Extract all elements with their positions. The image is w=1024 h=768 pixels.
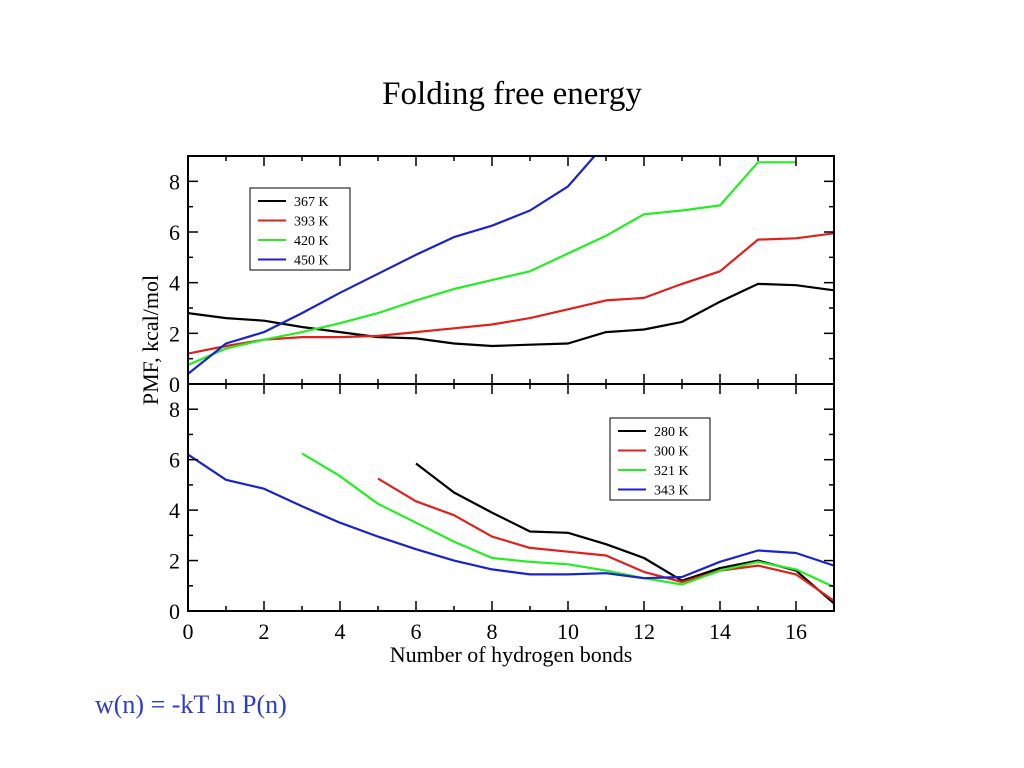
x-tick-label: 14: [709, 619, 731, 644]
top-legend-label-1: 393 K: [294, 215, 329, 230]
top-legend-label-3: 450 K: [294, 254, 329, 269]
bottom-plot-frame: [187, 383, 835, 612]
x-tick-label: 10: [557, 619, 579, 644]
bottom-series-line-3: [188, 453, 834, 580]
bottom-legend-label-2: 321 K: [654, 464, 689, 479]
x-axis-title: Number of hydrogen bonds: [390, 642, 633, 667]
x-tick-label: 8: [487, 619, 498, 644]
top-ytick-label: 6: [169, 220, 180, 245]
top-legend-label-0: 367 K: [294, 195, 329, 210]
pmf-formula: w(n) = -kT ln P(n): [95, 690, 287, 719]
bottom-legend-label-1: 300 K: [654, 445, 689, 460]
bottom-ytick-label: 4: [169, 498, 180, 523]
top-legend-label-2: 420 K: [294, 234, 329, 249]
x-tick-label: 12: [633, 619, 655, 644]
y-axis-title: PMF, kcal/mol: [138, 275, 163, 405]
x-tick-label: 0: [183, 619, 194, 644]
top-ytick-label: 8: [169, 169, 180, 194]
top-ytick-label: 0: [169, 372, 180, 397]
bottom-ytick-label: 8: [169, 397, 180, 422]
x-tick-label: 16: [785, 619, 807, 644]
bottom-ytick-label: 0: [169, 599, 180, 624]
top-series-line-0: [188, 282, 834, 348]
x-tick-label: 6: [411, 619, 422, 644]
x-tick-label: 4: [335, 619, 346, 644]
top-series-line-3: [188, 156, 596, 375]
slide-title: Folding free energy: [382, 76, 642, 112]
top-series-line-2: [188, 161, 796, 367]
x-tick-label: 2: [259, 619, 270, 644]
bottom-legend-label-0: 280 K: [654, 425, 689, 440]
bottom-legend-label-3: 343 K: [654, 484, 689, 499]
top-series-line-1: [188, 232, 834, 355]
top-ytick-label: 4: [169, 271, 180, 296]
bottom-series-line-1: [377, 477, 834, 602]
bottom-ytick-label: 2: [169, 549, 180, 574]
bottom-series-line-2: [301, 452, 834, 588]
bottom-ytick-label: 6: [169, 448, 180, 473]
top-ytick-label: 2: [169, 321, 180, 346]
